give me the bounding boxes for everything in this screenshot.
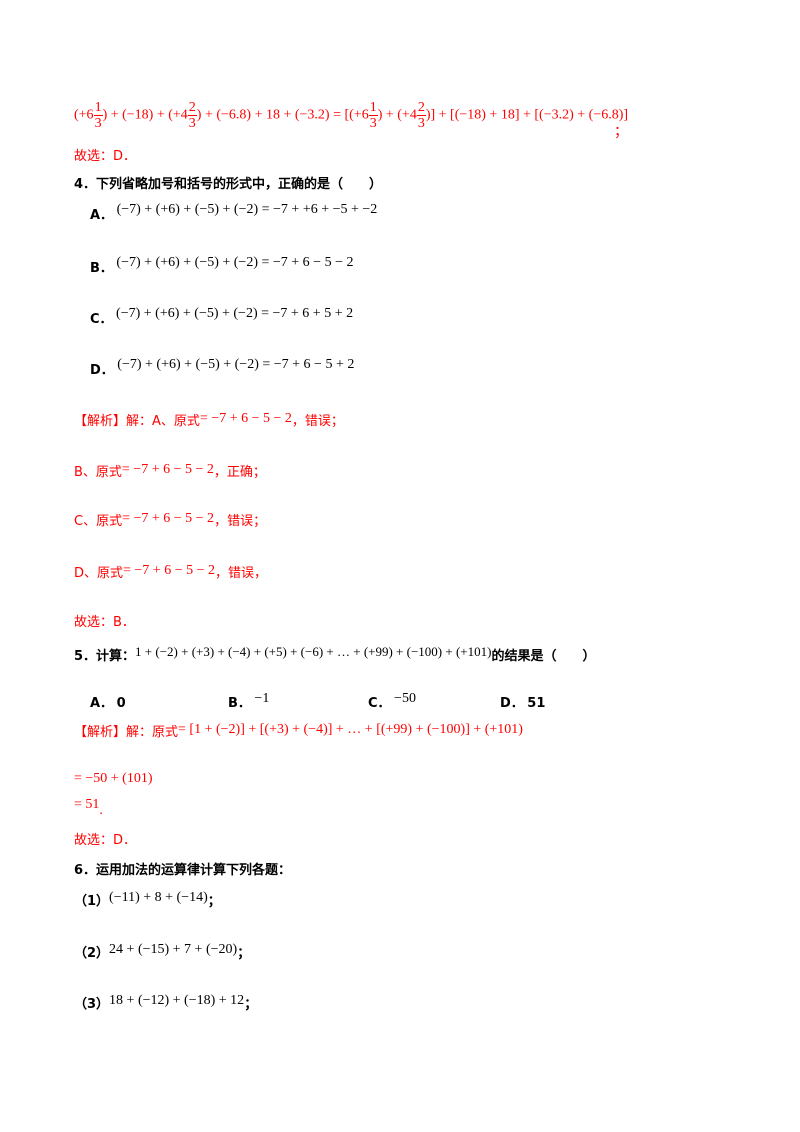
q3-solution-end: ； xyxy=(614,125,628,140)
expr-text: ) + (+4 xyxy=(377,107,417,123)
expr-text: )] + [(−18) + 18] + [(−3.2) + (−6.8)] xyxy=(425,107,629,123)
q4-option-d[interactable]: D． (−7) + (+6) + (−5) + (−2) = −7 + 6 − … xyxy=(90,357,354,380)
q4-option-c[interactable]: C． (−7) + (+6) + (−5) + (−2) = −7 + 6 + … xyxy=(90,306,353,329)
q4-option-a[interactable]: A． (−7) + (+6) + (−5) + (−2) = −7 + +6 +… xyxy=(90,202,377,225)
option-expr: (−7) + (+6) + (−5) + (−2) = −7 + 6 + 5 +… xyxy=(116,306,354,321)
q6-item-2: （2）24 + (−15) + 7 + (−20)； xyxy=(74,942,251,961)
expr-text: ) + (−6.8) + 18 + (−3.2) = [(+6 xyxy=(196,107,369,123)
option-label: D． xyxy=(90,363,114,378)
q6-item-3: （3）18 + (−12) + (−18) + 12； xyxy=(74,993,258,1012)
q5-option-c[interactable]: C． −50 xyxy=(368,691,416,711)
option-expr: (−7) + (+6) + (−5) + (−2) = −7 + 6 − 5 +… xyxy=(117,357,355,372)
q5-stem: 5．计算：1 + (−2) + (+3) + (−4) + (+5) + (−6… xyxy=(74,644,596,664)
q4-stem: 4．下列省略加号和括号的形式中，正确的是（ ） xyxy=(74,177,383,192)
expr-text: ) + (−18) + (+4 xyxy=(102,107,188,123)
q5-option-d[interactable]: D． 51 xyxy=(500,696,546,711)
option-label: A． xyxy=(90,208,114,223)
option-label: B． xyxy=(90,261,113,276)
q5-answer: 故选：D． xyxy=(74,833,137,848)
q6-item-1: （1）(−11) + 8 + (−14)； xyxy=(74,890,221,909)
q4-solution-d: D、原式= −7 + 6 − 5 − 2，错误， xyxy=(74,563,268,581)
option-expr: (−7) + (+6) + (−5) + (−2) = −7 + 6 − 5 −… xyxy=(116,255,354,270)
q3-answer: 故选：D． xyxy=(74,149,137,164)
q5-option-a[interactable]: A． 0 xyxy=(90,696,126,711)
q4-solution-a: 【解析】解：A、原式= −7 + 6 − 5 − 2，错误； xyxy=(74,411,344,429)
q4-answer: 故选：B． xyxy=(74,615,135,630)
q3-solution-expression: (+6 1 3) + (−18) + (+4 2 3) + (−6.8) + 18 + … xyxy=(74,100,628,131)
q4-solution-c: C、原式= −7 + 6 − 5 − 2，错误； xyxy=(74,511,267,529)
q4-solution-b: B、原式= −7 + 6 − 5 − 2，正确； xyxy=(74,462,266,480)
q5-option-b[interactable]: B． −1 xyxy=(228,691,270,711)
q6-stem: 6．运用加法的运算律计算下列各题： xyxy=(74,863,292,878)
q5-step1: = −50 + (101) xyxy=(74,771,153,786)
option-expr: (−7) + (+6) + (−5) + (−2) = −7 + +6 + −5… xyxy=(116,202,378,217)
option-label: C． xyxy=(90,312,113,327)
q5-solution: 【解析】解：原式= [1 + (−2)] + [(+3) + (−4)] + …… xyxy=(74,722,523,740)
q4-option-b[interactable]: B． (−7) + (+6) + (−5) + (−2) = −7 + 6 − … xyxy=(90,255,353,278)
q5-step2: = 51. xyxy=(74,797,103,818)
expr-text: (+6 xyxy=(74,107,94,123)
